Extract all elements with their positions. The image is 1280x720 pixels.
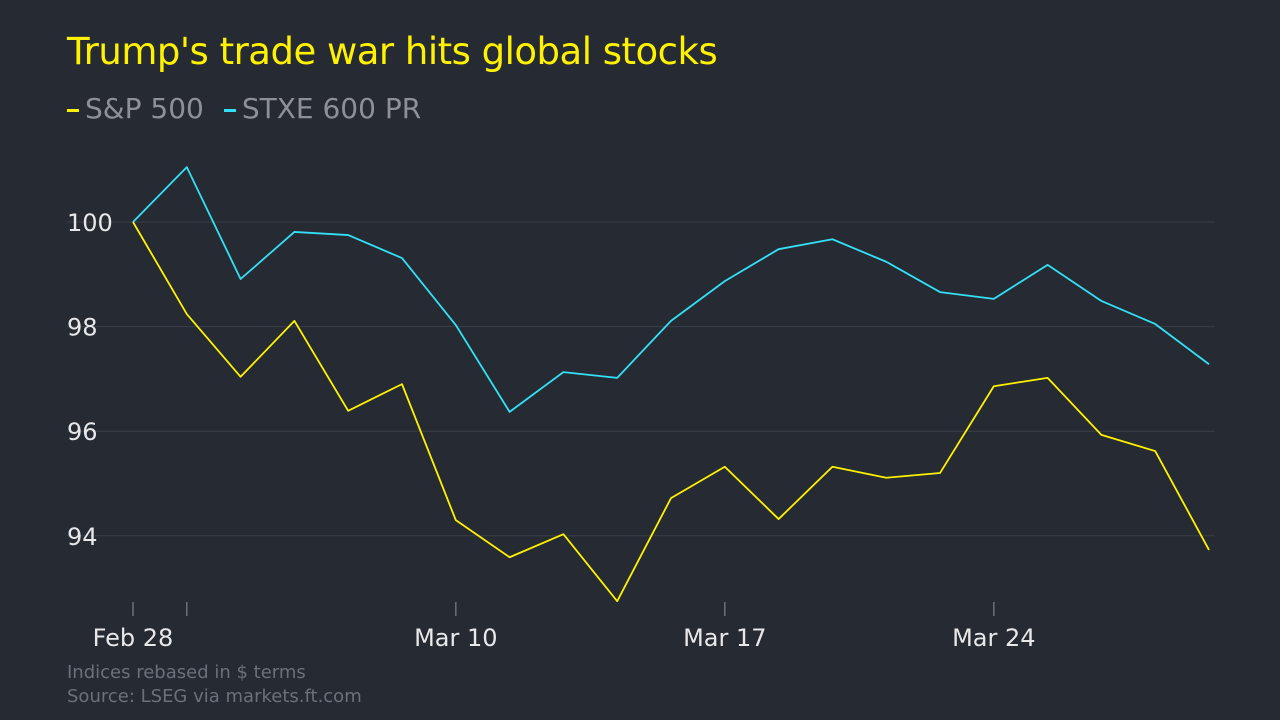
chart-title: Trump's trade war hits global stocks [67,30,718,73]
legend-item-stxe600: STXE 600 PR [223,92,422,125]
x-tick-label: Mar 24 [952,624,1035,652]
legend-item-sp500: S&P 500 [67,92,204,125]
y-tick-label-100: 100 [67,209,113,237]
legend: S&P 500 STXE 600 PR [67,92,421,125]
x-tick-label: Feb 28 [93,624,174,652]
legend-swatch-sp500 [67,109,79,112]
series-line-s-p-500 [132,221,1210,603]
y-tick-label-98: 98 [67,314,98,342]
source-note: Source: LSEG via markets.ft.com [67,686,362,707]
legend-label-sp500: S&P 500 [85,92,204,125]
x-tick-label: Mar 17 [683,624,766,652]
legend-swatch-stxe600 [223,109,236,112]
note-rebased: Indices rebased in $ terms [67,662,306,683]
y-tick-label-94: 94 [67,523,98,551]
x-tick-label: Mar 10 [414,624,497,652]
legend-label-stxe600: STXE 600 PR [241,92,422,125]
y-tick-label-96: 96 [67,418,98,446]
series-line-stxe-600-pr [132,166,1210,413]
